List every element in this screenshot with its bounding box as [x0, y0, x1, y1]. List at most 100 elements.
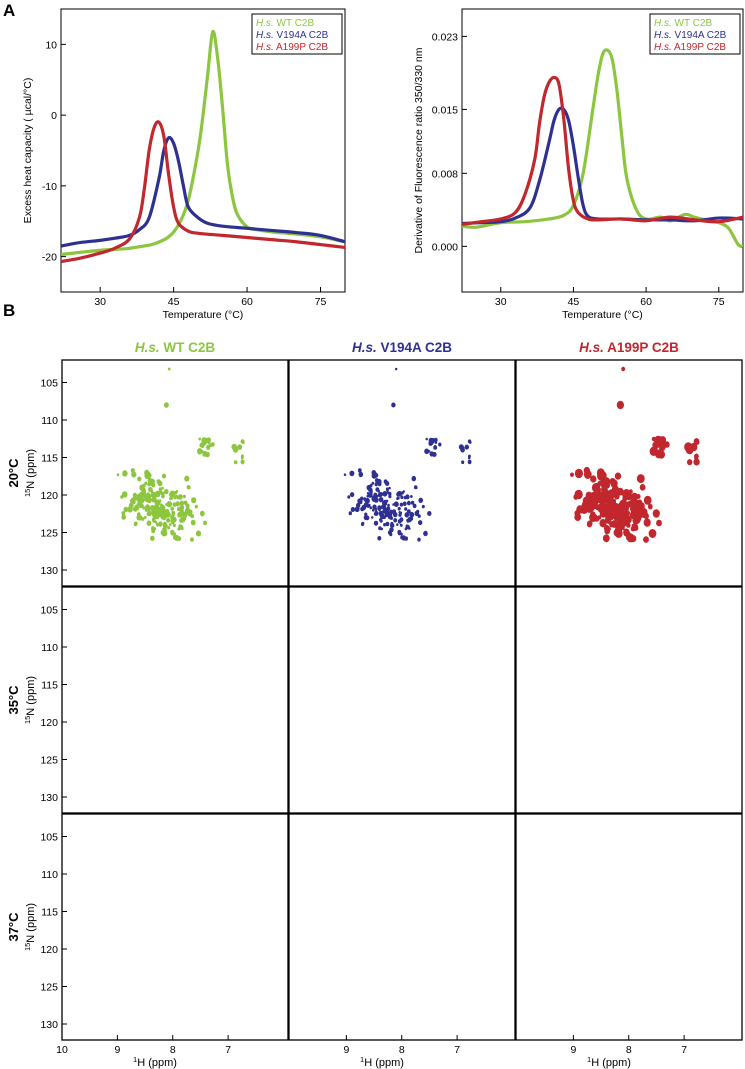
nmr-peak — [434, 441, 438, 444]
nmr-peak — [349, 470, 355, 477]
nmr-peak — [636, 494, 641, 499]
nmr-peak — [423, 530, 428, 537]
nmr-peak — [614, 472, 622, 480]
v194a-curve — [61, 135, 345, 248]
nmr-panel-1-0 — [288, 359, 516, 587]
y-tick-label: 0.023 — [432, 31, 458, 43]
nmr-y-tick-label: 120 — [40, 717, 58, 729]
nmr-peak — [161, 486, 164, 490]
nmr-peak — [411, 475, 417, 482]
nmr-peak — [656, 519, 662, 527]
nmr-peak — [632, 515, 641, 525]
nmr-peak — [382, 499, 388, 506]
nmr-peak — [400, 523, 403, 527]
nmr-peak — [636, 474, 645, 484]
nmr-peak — [614, 485, 619, 491]
nmr-peak — [397, 519, 402, 524]
nmr-peak — [602, 534, 610, 543]
nmr-panel-1-1 — [288, 586, 516, 814]
nmr-peak — [348, 511, 352, 516]
nmr-peak — [400, 491, 404, 495]
nmr-peak — [399, 502, 404, 507]
nmr-peak — [595, 505, 600, 511]
nmr-peak — [190, 537, 194, 542]
nmr-panel-frame — [61, 813, 289, 1041]
nmr-peak — [155, 499, 161, 506]
nmr-column-title: H.s. WT C2B — [135, 340, 216, 355]
nmr-peak — [418, 520, 423, 526]
nmr-peak — [587, 520, 593, 527]
panel-label-b: B — [3, 301, 15, 320]
y-tick-label: 10 — [45, 39, 57, 51]
nmr-peak — [378, 526, 382, 531]
nmr-peak — [378, 510, 384, 517]
legend-entry: H.s. V194A C2B — [256, 30, 329, 41]
nmr-peak — [172, 511, 176, 515]
nmr-peak — [424, 448, 430, 455]
nmr-peak — [614, 525, 623, 534]
nmr-peak — [151, 496, 157, 503]
nmr-peak — [406, 500, 411, 506]
y-tick-label: -20 — [42, 252, 57, 264]
nmr-peak — [622, 522, 627, 527]
nmr-row-temperature: 20°C — [6, 458, 21, 488]
nmr-y-tick-label: 120 — [40, 490, 58, 502]
nmr-peak — [374, 482, 378, 487]
nmr-peak — [404, 512, 410, 518]
nmr-peak — [374, 478, 379, 483]
y-tick-label: 0.015 — [432, 104, 458, 116]
nmr-peak — [467, 459, 472, 465]
nmr-peak — [144, 494, 149, 499]
x-tick-label: 30 — [94, 296, 106, 308]
nmr-peak — [396, 496, 400, 500]
nmr-peak — [583, 470, 592, 479]
legend-box — [649, 13, 741, 55]
plot-frame — [461, 8, 744, 293]
nmr-peak — [172, 502, 177, 507]
nmr-peak — [654, 449, 659, 454]
nmr-peak — [146, 506, 150, 510]
nmr-spectra-grid: H.s. WT C2B H.s. V194A C2B H.s. A199P C2B 2… — [6, 340, 743, 1069]
nmr-peak — [354, 506, 360, 513]
nmr-peak — [172, 523, 176, 528]
nmr-peak — [132, 492, 137, 498]
nmr-peak — [165, 503, 168, 506]
nmr-peak — [144, 481, 148, 485]
nmr-peak — [407, 516, 413, 523]
nmr-peak — [427, 450, 431, 453]
nmr-peak — [164, 402, 169, 408]
nmr-peak — [144, 515, 147, 519]
nmr-peak — [387, 503, 390, 507]
nmr-peak — [121, 491, 128, 498]
a199p-curve — [462, 75, 743, 227]
nmr-peak — [395, 367, 398, 371]
legend-entry: H.s. A199P C2B — [654, 42, 726, 53]
nmr-peak — [686, 444, 693, 453]
nmr-peak — [154, 520, 158, 524]
nmr-peak — [241, 440, 245, 445]
nmr-peak — [603, 488, 608, 494]
nmr-peak — [198, 437, 201, 441]
nmr-peak — [169, 492, 173, 497]
nmr-peak — [150, 492, 156, 498]
nmr-peak — [166, 517, 171, 523]
nmr-peak — [201, 437, 207, 444]
nmr-peak — [179, 500, 185, 506]
nmr-peak — [616, 487, 624, 496]
nmr-peak — [380, 504, 385, 510]
nmr-x-tick-label: 9 — [570, 1044, 576, 1056]
nmr-peak — [590, 475, 597, 483]
nmr-peak — [626, 522, 631, 528]
nmr-panel-2-1 — [515, 586, 743, 814]
nmr-peak — [188, 486, 191, 490]
nmr-peak — [631, 523, 639, 531]
nmr-peak — [170, 518, 175, 525]
nmr-peak — [141, 517, 145, 521]
nmr-peak — [121, 514, 126, 520]
nmr-peak — [582, 496, 591, 506]
nmr-peak — [121, 511, 126, 516]
nmr-panel-0-2 — [61, 813, 289, 1041]
nmr-peak — [610, 479, 618, 488]
nmr-peak — [618, 510, 627, 520]
